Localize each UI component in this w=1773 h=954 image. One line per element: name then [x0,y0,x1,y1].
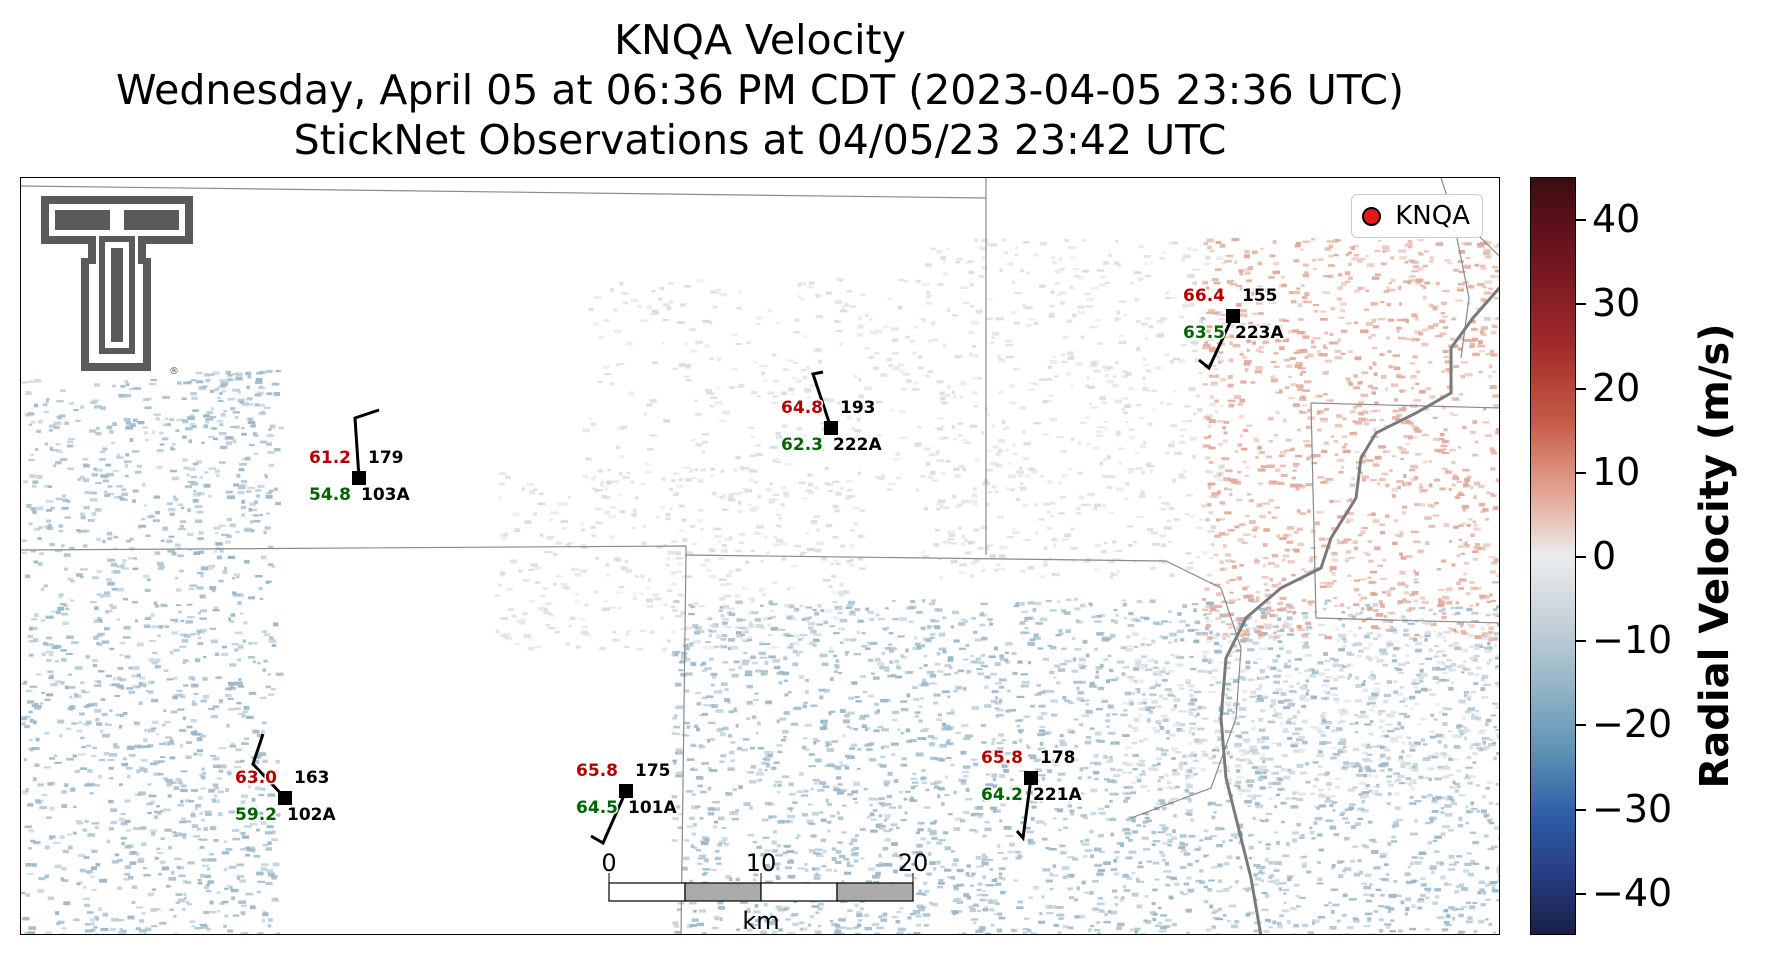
title-line-3: StickNet Observations at 04/05/23 23:42 … [293,116,1227,164]
county-line-south-vertical [680,554,687,934]
station-plot-103A[interactable]: 61.2 179 54.8 103A [308,408,412,507]
colorbar-tick-label: 10 [1592,449,1641,494]
colorbar-tick [1576,724,1586,727]
station-dewpoint: 62.3 [781,435,823,455]
station-temperature: 65.8 [981,748,1023,768]
station-pressure: 175 [635,761,671,781]
station-id: 103A [361,485,410,505]
colorbar-tick [1576,892,1586,895]
station-dewpoint: 64.5 [576,798,618,818]
station-plot-223A[interactable]: 66.4 155 63.5 223A [1182,285,1286,371]
stations-layer: 61.2 179 54.8 103A 64.8 193 62.3 222A 66.4 155 63.… [234,285,1286,846]
wind-barb-icon [1015,777,1033,842]
station-dewpoint: 64.2 [981,785,1023,805]
texas-tech-double-t-logo: ® [41,196,193,377]
colorbar-tick-label: 30 [1592,281,1641,326]
wind-barb-icon [251,733,287,800]
scale-label-10: 10 [746,849,777,877]
county-line-north [21,185,987,199]
scale-label-0: 0 [601,849,616,877]
colorbar-label: Radial Velocity (m/s) [1692,323,1738,789]
station-plot-101A[interactable]: 65.8 175 64.5 101A [575,760,679,846]
title-line-1: KNQA Velocity [614,16,906,64]
station-temperature: 64.8 [781,398,823,418]
radar-map-canvas: ® 0 10 20 km 61.2 179 54.8 103A 64.8 193 62.3 2… [21,178,1499,935]
radar-site-marker-icon [1362,206,1382,226]
colorbar [1530,177,1576,935]
colorbar-tick [1576,387,1586,390]
station-temperature: 61.2 [309,448,351,468]
colorbar-tick-label: 40 [1592,197,1641,242]
colorbar-tick-label: −30 [1592,786,1673,831]
station-marker-icon [1024,771,1038,785]
colorbar-tick-label: −10 [1592,618,1673,663]
station-marker-icon [824,421,838,435]
station-plot-102A[interactable]: 63.0 163 59.2 102A [234,733,338,827]
station-pressure: 178 [1040,748,1076,768]
station-pressure: 193 [840,398,876,418]
station-id: 222A [833,435,882,455]
station-marker-icon [352,471,366,485]
station-temperature: 63.0 [235,768,277,788]
county-line-east-3 [1450,207,1470,359]
colorbar-tick [1576,556,1586,558]
station-pressure: 179 [368,448,404,468]
station-temperature: 66.4 [1183,286,1225,306]
colorbar-tick [1576,808,1586,811]
radar-map[interactable]: ® 0 10 20 km 61.2 179 54.8 103A 64.8 193 62.3 2… [20,177,1500,935]
station-marker-icon [619,784,633,798]
map-legend: KNQA [1351,194,1483,238]
county-boundaries [21,178,1499,934]
scale-bar: 0 10 20 km [601,849,929,935]
station-plot-221A[interactable]: 65.8 178 64.2 221A [980,747,1084,842]
colorbar-tick [1576,303,1586,306]
station-dewpoint: 54.8 [309,485,351,505]
colorbar-tick-label: −20 [1592,702,1673,747]
wind-barb-icon [590,790,628,846]
scale-unit: km [742,907,779,935]
highway-path [1219,286,1499,934]
station-marker-icon [278,791,292,805]
station-id: 102A [287,805,336,825]
colorbar-tick [1576,471,1586,474]
wind-barb-icon [1198,315,1235,371]
wind-barb-icon [353,408,380,479]
station-id: 223A [1235,323,1284,343]
station-id: 101A [628,798,677,818]
colorbar-tick-label: 20 [1592,365,1641,410]
station-marker-icon [1226,309,1240,323]
station-plot-222A[interactable]: 64.8 193 62.3 222A [780,370,884,457]
station-temperature: 65.8 [576,761,618,781]
station-dewpoint: 59.2 [235,805,277,825]
station-dewpoint: 63.5 [1183,323,1225,343]
colorbar-tick-label: 0 [1592,534,1617,578]
colorbar-tick [1576,640,1586,643]
county-line-east-2 [1310,402,1499,624]
station-pressure: 155 [1242,286,1278,306]
county-line-east [1310,402,1499,409]
highway [1219,286,1499,934]
wind-barb-icon [811,370,833,429]
county-line-southeast [1130,587,1242,819]
station-id: 221A [1033,785,1082,805]
colorbar-tick-label: −40 [1592,870,1673,915]
scale-label-20: 20 [898,849,929,877]
title-line-2: Wednesday, April 05 at 06:36 PM CDT (202… [116,66,1404,114]
colorbar-tick [1576,219,1586,222]
legend-label: KNQA [1395,201,1470,231]
station-pressure: 163 [294,768,330,788]
